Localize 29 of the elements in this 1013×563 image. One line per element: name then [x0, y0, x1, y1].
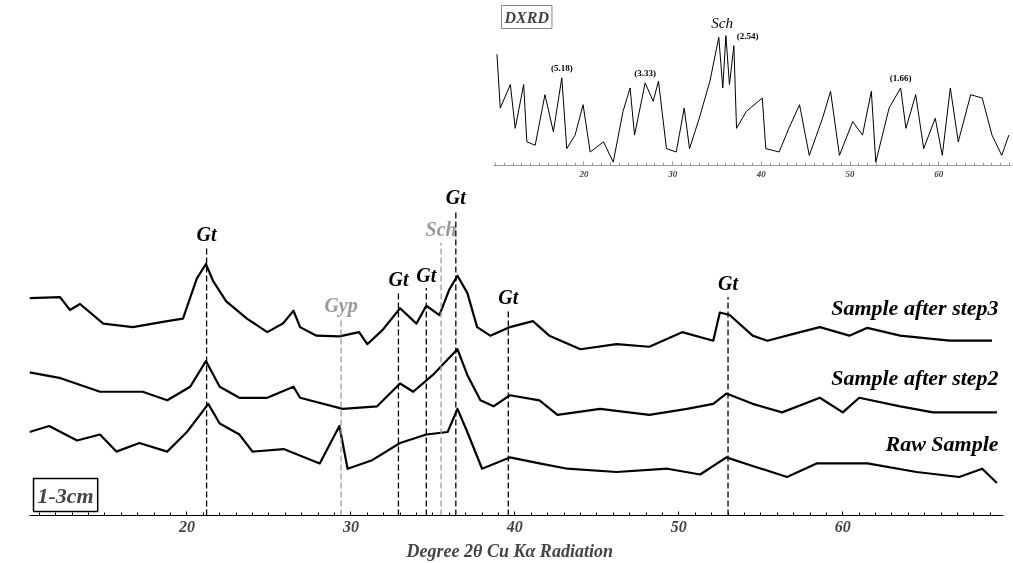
x-tick-label: 30 — [667, 168, 678, 179]
x-tick-label: 20 — [578, 168, 589, 179]
ref-line-label: Gt — [498, 285, 520, 308]
ref-line-label: Gt — [196, 223, 219, 246]
ref-line-label: Sch — [425, 218, 457, 241]
x-tick-label: 40 — [505, 517, 523, 535]
x-axis-title: Degree 2θ Cu Kα Radiation — [405, 540, 613, 561]
x-tick-label: 60 — [934, 168, 944, 179]
x-tick-label: 40 — [755, 168, 767, 179]
ref-line-label: Gt — [718, 272, 740, 295]
chart-title: DXRD — [503, 8, 550, 26]
annotation: (5.18) — [550, 62, 573, 73]
series-label: Sample after step2 — [831, 365, 999, 391]
x-tick-label: 50 — [845, 168, 856, 179]
x-tick-label: 50 — [670, 517, 687, 535]
ref-line-label: Gyp — [324, 293, 358, 317]
annotation: (1.66) — [889, 72, 912, 83]
x-tick-label: 30 — [341, 517, 359, 535]
annotation: (2.54) — [736, 30, 759, 41]
series-label: Raw Sample — [884, 430, 999, 456]
annotation: Sch — [711, 14, 733, 31]
annotation: 1-3cm — [37, 482, 94, 508]
x-tick-label: 60 — [834, 517, 851, 535]
ref-line-label: Gt — [388, 268, 410, 291]
x-tick-label: 20 — [177, 517, 195, 535]
annotation: (3.33) — [634, 67, 657, 78]
ref-line-label: Gt — [416, 263, 438, 286]
series-label: Sample after step3 — [831, 295, 999, 321]
ref-line-label: Gt — [445, 186, 468, 209]
